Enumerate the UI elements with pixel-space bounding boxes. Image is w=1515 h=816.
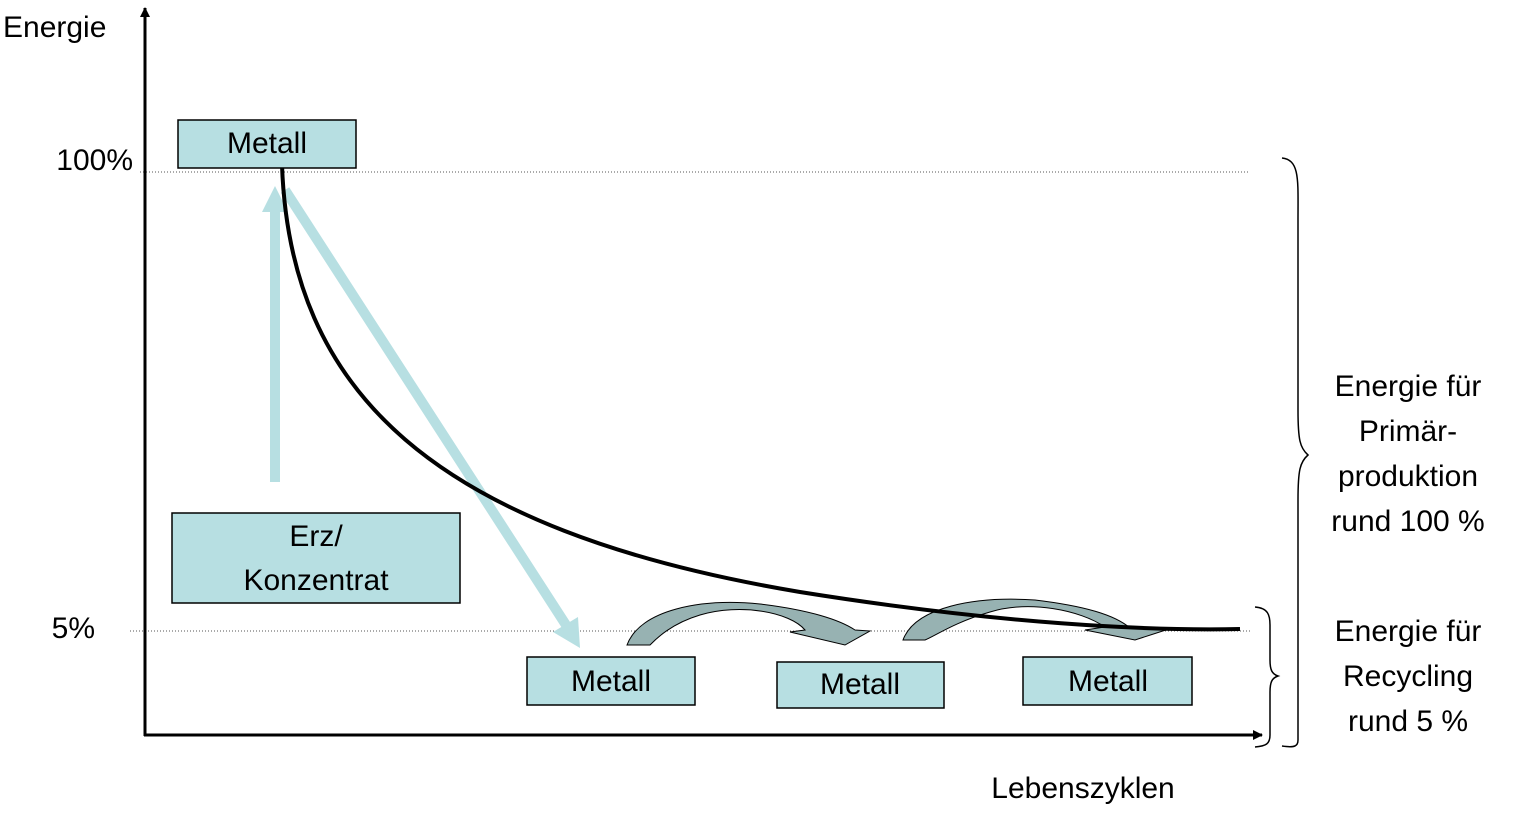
brace-label: Primär- (1359, 415, 1457, 448)
x-axis-label: Lebenszyklen (991, 772, 1174, 805)
box (1022, 656, 1193, 706)
energy-curve (280, 164, 1241, 632)
arrow (280, 187, 571, 628)
brace (1254, 606, 1281, 748)
brace-label: Recycling (1343, 660, 1473, 693)
level-label: 5% (52, 612, 95, 645)
box (171, 512, 461, 604)
box (526, 656, 696, 706)
y-axis-label: Energie (3, 11, 106, 44)
level-label: 100% (56, 144, 133, 177)
box-label: Metall (227, 127, 307, 160)
brace (1281, 157, 1310, 748)
box-label: Metall (1068, 665, 1148, 698)
box-label: Metall (571, 665, 651, 698)
brace-label: Energie für (1335, 370, 1482, 403)
brace-label: Energie für (1335, 615, 1482, 648)
brace-label: produktion (1338, 460, 1478, 493)
arrowhead (553, 617, 580, 648)
brace-label: rund 100 % (1331, 505, 1484, 538)
box (776, 661, 945, 709)
box-label: Metall (820, 668, 900, 701)
box (177, 119, 357, 169)
box-label: Erz/ (289, 520, 343, 553)
box-label: Konzentrat (243, 564, 389, 597)
brace-label: rund 5 % (1348, 705, 1468, 738)
cycle-arrow (626, 602, 872, 646)
arrowhead (262, 186, 288, 212)
